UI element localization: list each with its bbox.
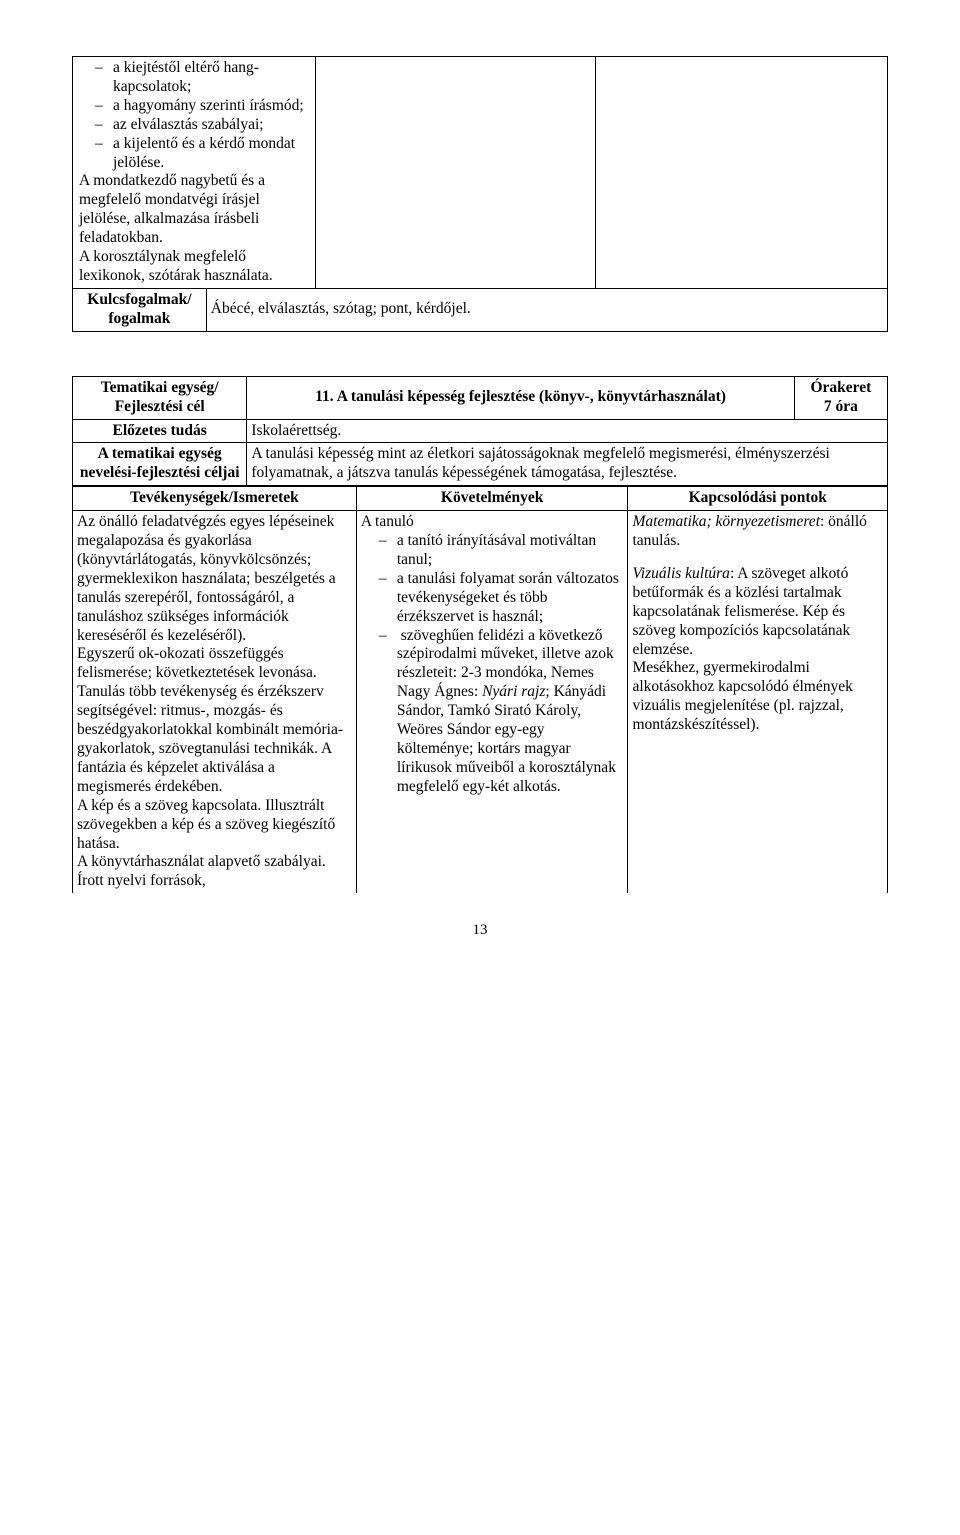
celjai-value: A tanulási képesség mint az életkori saj… <box>247 443 888 486</box>
kovetelmenyek-cell: A tanuló a tanító irányításával motivált… <box>356 511 628 894</box>
table-header-row: Tevékenységek/Ismeretek Követelmények Ka… <box>73 487 888 511</box>
kulcsfogalmak-value: Ábécé, elválasztás, szótag; pont, kérdőj… <box>206 288 887 331</box>
elozetes-tudas-label: Előzetes tudás <box>73 419 247 443</box>
paragraph: Tanulás több tevékenység és érzékszerv s… <box>77 683 352 796</box>
table-row: Kulcsfogalmak/ fogalmak Ábécé, elválaszt… <box>73 288 888 331</box>
unit-title: 11. A tanulási képesség fejlesztése (kön… <box>247 376 794 419</box>
tematikai-egyseg-label: Tematikai egység/ Fejlesztési cél <box>73 376 247 419</box>
paragraph: A kép és a szöveg kapcsolata. Illusztrál… <box>77 797 352 854</box>
paragraph: A korosztálynak megfelelő lexikonok, szó… <box>77 248 311 286</box>
col-header-kovetelmenyek: Követelmények <box>356 487 628 511</box>
top-table: a kiejtéstől eltérő hang-kapcsolatok; a … <box>72 56 888 332</box>
orakeret-cell: Órakeret 7 óra <box>794 376 887 419</box>
table-row: Tematikai egység/ Fejlesztési cél 11. A … <box>73 376 888 419</box>
req-list: a tanító irányításával motiváltan tanul;… <box>361 532 624 797</box>
req-lead: A tanuló <box>361 513 624 532</box>
paragraph: Az önálló feladatvégzés egyes lépéseinek… <box>77 513 352 645</box>
list-item: szöveghűen felidézi a következő szépirod… <box>361 627 624 797</box>
table-row: A tematikai egység nevelési-fejlesztési … <box>73 443 888 486</box>
paragraph: A könyvtárhasználat alapvető szabályai. … <box>77 853 352 891</box>
page-number: 13 <box>72 921 888 939</box>
paragraph: Vizuális kultúra: A szöveget alkotó betű… <box>632 565 883 660</box>
list-item: a hagyomány szerinti írásmód; <box>77 97 311 116</box>
list-item: a kijelentő és a kérdő mondat jelölése. <box>77 135 311 173</box>
empty-cell <box>596 57 888 289</box>
paragraph: Egyszerű ok-okozati összefüggés felismer… <box>77 645 352 683</box>
paragraph: Mesékhez, gyermekirodalmi alkotásokhoz k… <box>632 659 883 735</box>
kapcsolodasi-cell: Matematika; környezetismeret: önálló tan… <box>628 511 888 894</box>
list-item: a kiejtéstől eltérő hang-kapcsolatok; <box>77 59 311 97</box>
list-item: a tanulási folyamat során változatos tev… <box>361 570 624 627</box>
subject-name: Vizuális kultúra <box>632 565 729 582</box>
kulcsfogalmak-label: Kulcsfogalmak/ fogalmak <box>73 288 207 331</box>
list-item: a tanító irányításával motiváltan tanul; <box>361 532 624 570</box>
orakeret-value: 7 óra <box>824 398 858 415</box>
elozetes-tudas-value: Iskolaérettség. <box>247 419 888 443</box>
col-header-kapcsolodasi: Kapcsolódási pontok <box>628 487 888 511</box>
orakeret-label: Órakeret <box>810 379 871 396</box>
work-title: Nyári rajz <box>482 683 545 700</box>
table-row: Előzetes tudás Iskolaérettség. <box>73 419 888 443</box>
subject-name: Matematika; környezetismeret <box>632 513 820 530</box>
top-col1-cell: a kiejtéstől eltérő hang-kapcsolatok; a … <box>73 57 316 289</box>
table-row: a kiejtéstől eltérő hang-kapcsolatok; a … <box>73 57 888 289</box>
celjai-label: A tematikai egység nevelési-fejlesztési … <box>73 443 247 486</box>
list-item: az elválasztás szabályai; <box>77 116 311 135</box>
col-header-tevekenysegek: Tevékenységek/Ismeretek <box>73 487 357 511</box>
paragraph: Matematika; környezetismeret: önálló tan… <box>632 513 883 551</box>
empty-cell <box>316 57 596 289</box>
paragraph: A mondatkezdő nagybetű és a megfelelő mo… <box>77 172 311 248</box>
table-row: Az önálló feladatvégzés egyes lépéseinek… <box>73 511 888 894</box>
main-content-table: Tevékenységek/Ismeretek Követelmények Ka… <box>72 486 888 893</box>
tevekenysegek-cell: Az önálló feladatvégzés egyes lépéseinek… <box>73 511 357 894</box>
unit-header-table: Tematikai egység/ Fejlesztési cél 11. A … <box>72 376 888 487</box>
top-col1-list: a kiejtéstől eltérő hang-kapcsolatok; a … <box>77 59 311 172</box>
